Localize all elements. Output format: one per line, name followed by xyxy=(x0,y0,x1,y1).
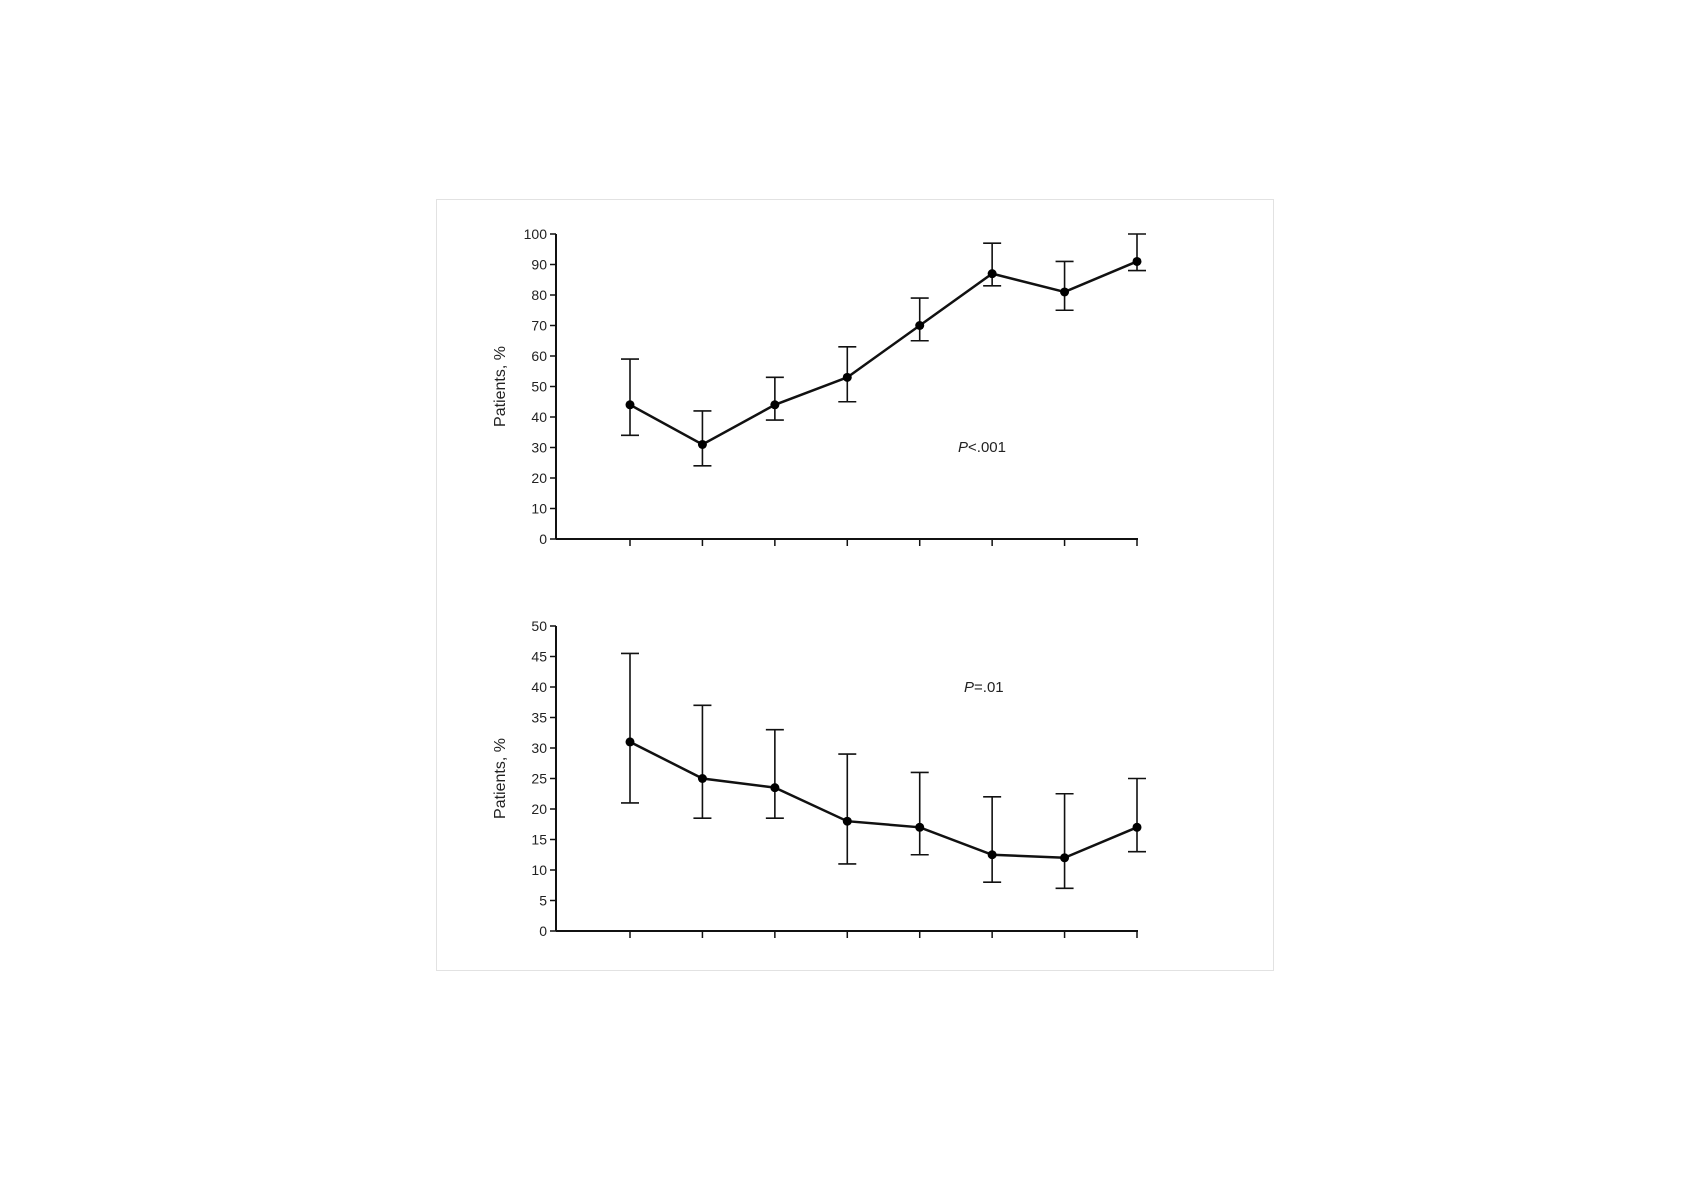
p-value-annotation: P<.001 xyxy=(958,439,1006,456)
data-point xyxy=(625,737,635,747)
data-point xyxy=(625,400,635,410)
data-point xyxy=(842,372,852,382)
data-point xyxy=(842,816,852,826)
data-point xyxy=(1132,822,1142,832)
y-tick-label: 50 xyxy=(531,379,547,395)
y-tick-label: 10 xyxy=(531,862,547,878)
y-tick-label: 50 xyxy=(531,618,547,634)
y-tick-label: 35 xyxy=(531,710,547,726)
chart-bottom-panel: 0 5 10 15 20 25 30 35 40 45 50 Patients, % P=.01 xyxy=(492,618,1146,939)
y-axis-title: Patients, % xyxy=(492,738,509,819)
data-point xyxy=(987,269,997,279)
data-point xyxy=(697,439,707,449)
y-axis-title: Patients, % xyxy=(492,346,509,427)
chart-top-panel: 0 10 20 30 40 50 60 70 80 90 100 Patients, % P<.001 xyxy=(492,226,1146,547)
data-point xyxy=(697,774,707,783)
data-point xyxy=(770,783,780,793)
y-tick-label: 20 xyxy=(531,470,547,486)
y-tick-label: 0 xyxy=(539,531,547,547)
data-point xyxy=(915,321,925,330)
data-point xyxy=(1132,256,1142,266)
y-tick-label: 90 xyxy=(531,257,547,273)
series-line xyxy=(629,740,1138,860)
y-tick-label: 40 xyxy=(531,409,547,425)
y-tick-label: 70 xyxy=(531,318,547,334)
data-point xyxy=(1060,287,1070,297)
y-tick-label: 20 xyxy=(531,801,547,817)
series-line xyxy=(629,260,1138,446)
y-tick-label: 60 xyxy=(531,348,547,364)
data-point xyxy=(1060,853,1070,863)
y-tick-label: 30 xyxy=(531,740,547,756)
y-tick-label: 0 xyxy=(539,923,547,939)
data-point xyxy=(987,850,997,860)
y-tick-label: 10 xyxy=(531,501,547,517)
y-tick-label: 15 xyxy=(531,832,547,848)
y-tick-label: 30 xyxy=(531,440,547,456)
figure-frame xyxy=(436,199,1274,971)
y-tick-label: 45 xyxy=(531,649,547,665)
data-point xyxy=(770,400,780,410)
y-tick-label: 5 xyxy=(539,893,547,909)
y-tick-label: 40 xyxy=(531,679,547,695)
data-point xyxy=(915,822,925,832)
y-tick-label: 25 xyxy=(531,771,547,787)
p-value-annotation: P=.01 xyxy=(964,679,1004,696)
y-tick-label: 100 xyxy=(524,226,548,242)
y-tick-label: 80 xyxy=(531,287,547,303)
